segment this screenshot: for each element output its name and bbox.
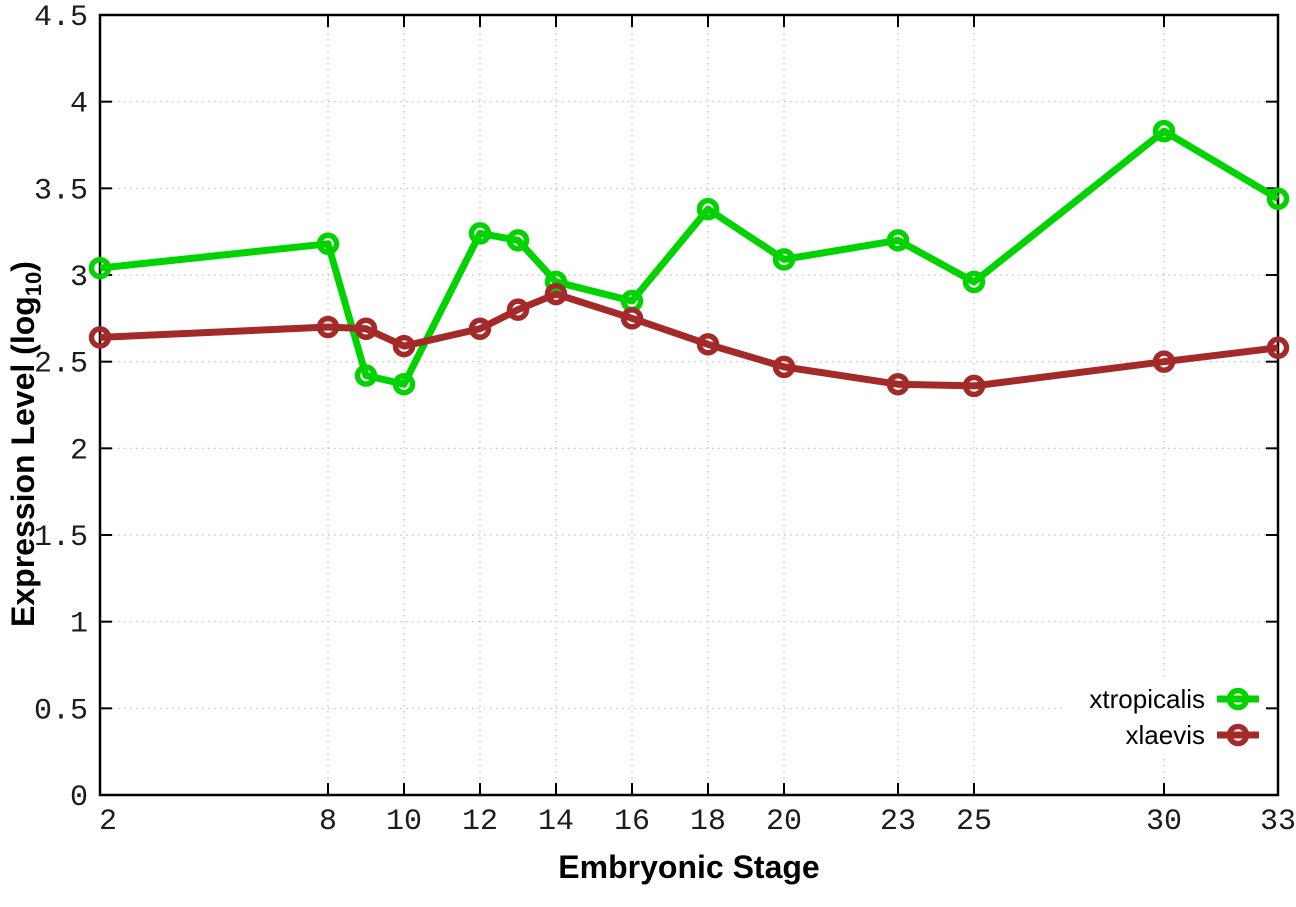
data-point-xtropicalis-stage-30 bbox=[1152, 119, 1176, 143]
data-point-xlaevis-stage-14 bbox=[544, 282, 568, 306]
y-axis-title: Expression Level (log10) bbox=[5, 261, 47, 627]
x-tick-label-20: 20 bbox=[766, 805, 802, 839]
y-tick-label-3: 3 bbox=[70, 261, 88, 295]
data-point-xtropicalis-stage-2 bbox=[88, 256, 112, 280]
data-point-xlaevis-stage-2 bbox=[88, 326, 112, 349]
y-tick-label-0: 0 bbox=[70, 781, 88, 815]
y-axis-title-subscript: 10 bbox=[21, 271, 47, 297]
x-axis-title: Embryonic Stage bbox=[558, 849, 820, 885]
data-point-xlaevis-stage-9 bbox=[354, 317, 378, 340]
data-point-xlaevis-stage-13 bbox=[506, 298, 530, 321]
y-tick-label-3.5: 3.5 bbox=[34, 174, 88, 208]
y-axis-title-suffix: ) bbox=[4, 261, 41, 272]
data-point-xlaevis-stage-33 bbox=[1266, 336, 1290, 360]
data-point-xlaevis-stage-16 bbox=[620, 307, 644, 330]
legend-marker-xlaevis bbox=[1226, 723, 1250, 747]
data-point-xtropicalis-stage-13 bbox=[506, 229, 530, 252]
x-tick-label-30: 30 bbox=[1146, 805, 1182, 839]
series-line-xtropicalis bbox=[99, 127, 1280, 388]
y-tick-label-4: 4 bbox=[70, 88, 88, 122]
x-tick-label-23: 23 bbox=[880, 805, 916, 839]
legend-label-xtropicalis: xtropicalis bbox=[1089, 684, 1205, 714]
x-tick-label-33: 33 bbox=[1260, 805, 1296, 839]
data-point-xlaevis-stage-8 bbox=[316, 315, 340, 339]
x-tick-label-2: 2 bbox=[99, 805, 117, 839]
data-point-xtropicalis-stage-33 bbox=[1266, 187, 1290, 210]
data-point-xtropicalis-stage-8 bbox=[316, 232, 340, 256]
y-tick-label-1.5: 1.5 bbox=[34, 521, 88, 555]
data-point-xlaevis-stage-12 bbox=[468, 317, 492, 340]
data-point-xtropicalis-stage-9 bbox=[354, 364, 378, 387]
x-tick-label-10: 10 bbox=[386, 805, 422, 839]
data-point-xlaevis-stage-10 bbox=[392, 334, 416, 358]
y-tick-label-2: 2 bbox=[70, 434, 88, 468]
y-axis-title-text: Expression Level (log bbox=[4, 296, 41, 627]
x-tick-label-12: 12 bbox=[462, 805, 498, 839]
y-tick-label-4.5: 4.5 bbox=[34, 1, 88, 35]
legend-label-xlaevis: xlaevis bbox=[1126, 720, 1205, 750]
data-point-xlaevis-stage-20 bbox=[772, 355, 796, 379]
data-point-xlaevis-stage-30 bbox=[1152, 350, 1176, 373]
data-point-xlaevis-stage-25 bbox=[962, 374, 986, 398]
data-point-xtropicalis-stage-25 bbox=[962, 270, 986, 294]
data-point-xtropicalis-stage-18 bbox=[696, 197, 720, 221]
y-tick-label-0.5: 0.5 bbox=[34, 694, 88, 728]
y-tick-label-1: 1 bbox=[70, 608, 88, 642]
x-tick-label-25: 25 bbox=[956, 805, 992, 839]
data-point-xlaevis-stage-18 bbox=[696, 333, 720, 356]
data-point-xtropicalis-stage-23 bbox=[886, 229, 910, 252]
data-point-xtropicalis-stage-12 bbox=[468, 222, 492, 245]
series-line-xlaevis bbox=[99, 290, 1279, 390]
plot-border bbox=[98, 13, 1280, 797]
data-point-xtropicalis-stage-10 bbox=[392, 372, 416, 396]
y-tick-label-2.5: 2.5 bbox=[34, 348, 88, 382]
x-tick-label-8: 8 bbox=[319, 805, 337, 839]
data-point-xtropicalis-stage-14 bbox=[544, 270, 568, 294]
legend-marker-xtropicalis bbox=[1226, 687, 1250, 711]
data-point-xtropicalis-stage-20 bbox=[772, 248, 796, 271]
x-tick-label-18: 18 bbox=[690, 805, 726, 839]
x-tick-label-14: 14 bbox=[538, 805, 574, 839]
data-point-xlaevis-stage-23 bbox=[886, 372, 910, 396]
x-tick-label-16: 16 bbox=[614, 805, 650, 839]
